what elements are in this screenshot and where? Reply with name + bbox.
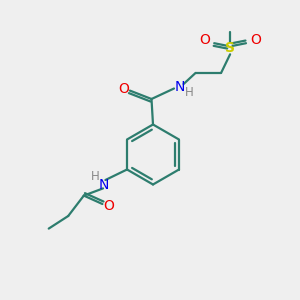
Text: H: H bbox=[184, 85, 194, 99]
Text: O: O bbox=[118, 82, 129, 96]
Text: N: N bbox=[174, 80, 184, 94]
Text: H: H bbox=[91, 170, 99, 183]
Text: N: N bbox=[99, 178, 109, 192]
Text: O: O bbox=[250, 33, 261, 46]
Text: O: O bbox=[103, 199, 115, 213]
Text: S: S bbox=[225, 41, 235, 55]
Text: O: O bbox=[199, 33, 210, 46]
